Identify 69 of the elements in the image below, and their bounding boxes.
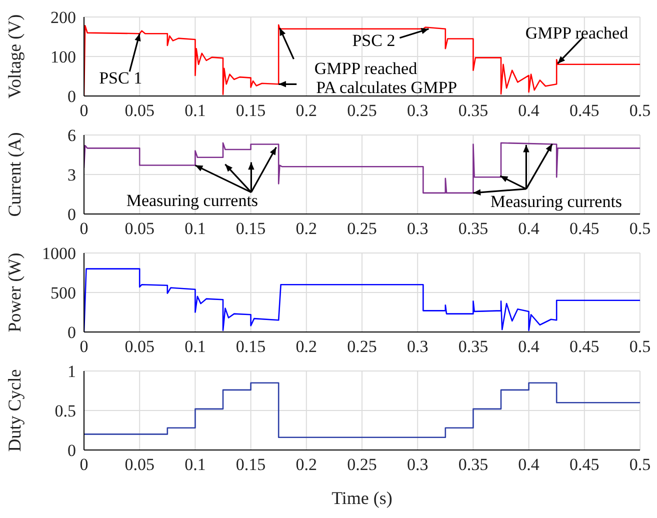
- x-axis-title: Time (s): [332, 488, 392, 508]
- x-tick-label: 0.5: [629, 337, 651, 356]
- y-tick-label: 0.5: [54, 402, 76, 421]
- x-tick-label: 0.4: [518, 337, 540, 356]
- x-tick-label: 0.4: [518, 455, 540, 474]
- x-tick-label: 0.1: [184, 219, 206, 238]
- y-axis-title: Current (A): [4, 132, 24, 217]
- x-tick-label: 0.3: [406, 337, 428, 356]
- x-tick-label: 0.45: [570, 455, 600, 474]
- y-tick-label: 0: [68, 441, 76, 460]
- x-tick-label: 0.45: [570, 101, 600, 120]
- y-tick-label: 0: [68, 87, 76, 106]
- x-tick-label: 0.1: [184, 337, 206, 356]
- annotation: Measuring currents: [126, 191, 258, 210]
- x-tick-label: 0.15: [236, 219, 266, 238]
- x-tick-label: 0.1: [184, 455, 206, 474]
- y-tick-label: 6: [68, 126, 76, 146]
- x-tick-label: 0.4: [518, 219, 540, 238]
- x-tick-label: 0.05: [124, 101, 154, 120]
- x-tick-label: 0.2: [296, 101, 318, 120]
- x-tick-label: 0: [80, 219, 88, 238]
- line-series: [84, 142, 640, 194]
- x-tick-label: 0.5: [629, 101, 651, 120]
- y-tick-label: 1: [68, 362, 76, 382]
- y-tick-label: 0: [68, 323, 76, 342]
- y-tick-label: 500: [50, 284, 76, 303]
- x-tick-label: 0.25: [347, 455, 377, 474]
- x-tick-label: 0.3: [406, 219, 428, 238]
- x-tick-label: 0.05: [124, 219, 154, 238]
- y-tick-label: 1000: [42, 244, 76, 264]
- x-tick-label: 0.45: [570, 219, 600, 238]
- x-tick-label: 0.05: [124, 455, 154, 474]
- x-tick-label: 0.5: [629, 455, 651, 474]
- annotation: Measuring currents: [490, 192, 622, 211]
- x-tick-label: 0.4: [518, 101, 540, 120]
- x-tick-label: 0.05: [124, 337, 154, 356]
- annotation: GMPP reached: [525, 24, 629, 43]
- x-tick-label: 0.3: [406, 455, 428, 474]
- x-tick-label: 0.2: [296, 337, 318, 356]
- x-tick-label: 0: [80, 337, 88, 356]
- x-tick-label: 0.35: [458, 455, 488, 474]
- annotation: PSC 1: [99, 68, 142, 88]
- y-axis-title: Duty Cycle: [4, 369, 24, 452]
- x-tick-label: 0: [80, 101, 88, 120]
- x-tick-label: 0.25: [347, 101, 377, 120]
- x-tick-label: 0.15: [236, 455, 266, 474]
- annotation: PA calculates GMPP: [316, 78, 458, 98]
- x-tick-label: 0.1: [184, 101, 206, 120]
- x-tick-label: 0.45: [570, 337, 600, 356]
- x-tick-label: 0.35: [458, 101, 488, 120]
- y-tick-label: 200: [50, 8, 76, 28]
- x-tick-label: 0.35: [458, 219, 488, 238]
- y-axis-title: Power (W): [4, 252, 24, 332]
- annotation: PSC 2: [352, 30, 396, 50]
- x-tick-label: 0: [80, 455, 88, 474]
- x-tick-label: 0.5: [629, 219, 651, 238]
- x-tick-label: 0.35: [458, 337, 488, 356]
- y-tick-label: 3: [68, 166, 76, 185]
- x-tick-label: 0.15: [236, 101, 266, 120]
- x-tick-label: 0.25: [347, 337, 377, 356]
- x-tick-label: 0.15: [236, 337, 266, 356]
- y-tick-label: 0: [68, 205, 76, 224]
- annotation: GMPP reached: [314, 58, 418, 78]
- y-tick-label: 100: [50, 48, 76, 67]
- y-axis-title: Voltage (V): [4, 14, 24, 99]
- x-tick-label: 0.2: [296, 455, 318, 474]
- x-tick-label: 0.25: [347, 219, 377, 238]
- x-tick-label: 0.3: [406, 101, 428, 120]
- x-tick-label: 0.2: [296, 219, 318, 238]
